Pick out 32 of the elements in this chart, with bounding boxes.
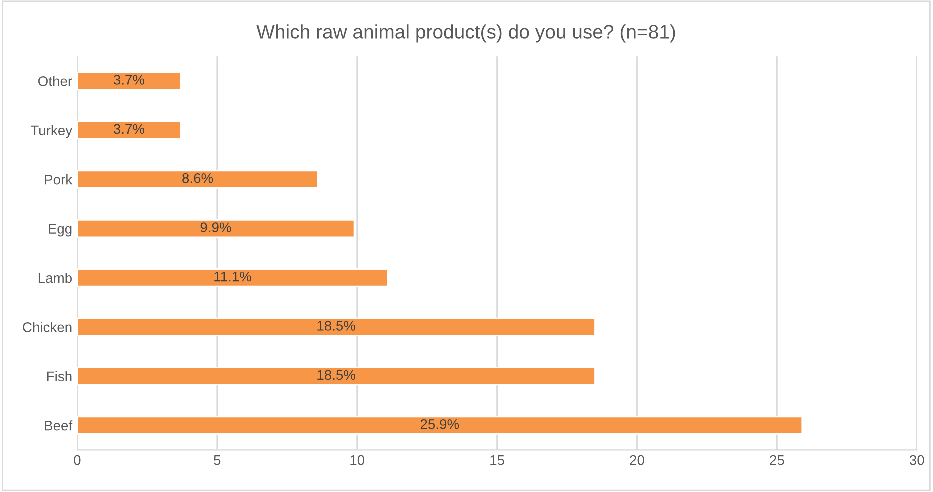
y-tick-label: Turkey <box>30 125 73 138</box>
bar <box>77 72 182 90</box>
x-tick-label: 25 <box>770 455 784 466</box>
x-tick-label: 0 <box>74 455 81 466</box>
y-tick-label: Fish <box>47 371 72 382</box>
bar <box>77 416 804 435</box>
x-tick-label: 15 <box>490 456 504 466</box>
y-tick-label: Lamb <box>38 272 72 284</box>
bar <box>77 318 596 336</box>
data-label: 25.9% <box>420 419 460 430</box>
data-label: 11.1% <box>214 272 252 282</box>
y-tick-label: Chicken <box>23 322 72 332</box>
data-label: 8.6% <box>182 173 214 184</box>
x-tick-label: 20 <box>630 455 644 466</box>
y-tick-label: Pork <box>45 174 73 185</box>
x-tick-label: 5 <box>214 456 221 466</box>
bar <box>77 219 356 238</box>
data-label: 18.5% <box>318 321 356 331</box>
bar <box>77 170 319 189</box>
y-tick-label: Other <box>38 76 72 86</box>
y-tick-label: Beef <box>45 420 73 431</box>
data-label: 9.9% <box>200 222 232 233</box>
y-tick-label: Egg <box>49 224 72 237</box>
data-label: 3.7% <box>114 75 145 85</box>
x-tick-label: 10 <box>350 455 365 466</box>
data-label: 18.5% <box>318 370 356 380</box>
chart-title: Which raw animal product(s) do you use? (n=81) <box>256 24 676 43</box>
x-tick-label: 30 <box>910 455 924 466</box>
bar <box>77 268 389 288</box>
data-label: 3.7% <box>114 124 145 134</box>
bar <box>77 121 182 140</box>
bar <box>77 367 596 386</box>
